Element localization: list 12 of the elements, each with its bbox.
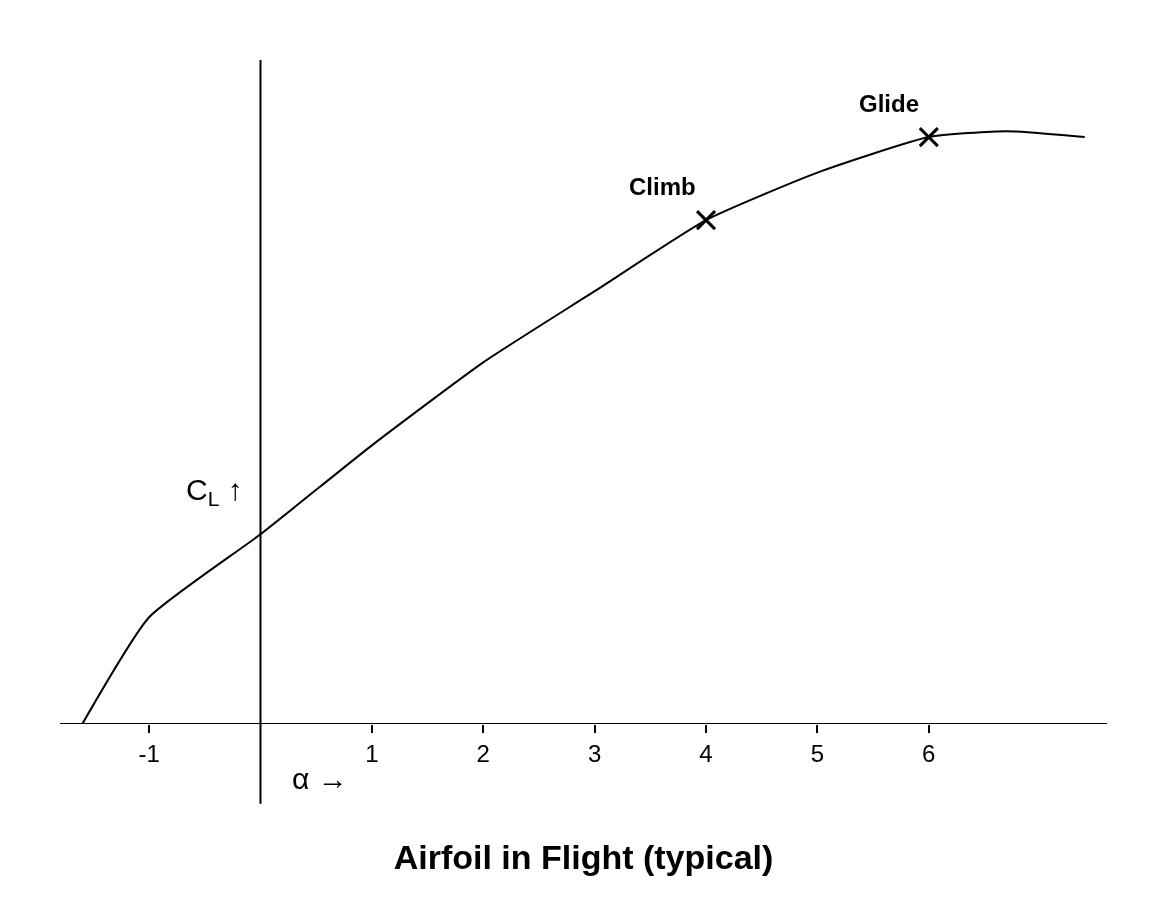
x-tick-label: 4 [699,739,713,767]
annotation: Climb [629,173,696,200]
x-tick-label: -1 [138,739,160,767]
x-tick-label: 5 [810,739,825,767]
x-axis-title: α → [292,762,348,795]
y-axis-title: C$_{L}$ ↑ [186,473,243,511]
text: Airfoil in Flight (typical) [393,837,774,876]
x-tick-label: 1 [365,739,379,767]
x-tick-label: 3 [587,739,602,767]
x-tick-label: 2 [476,739,490,767]
x-tick-label: 6 [922,739,936,767]
annotation: Glide [859,90,920,117]
